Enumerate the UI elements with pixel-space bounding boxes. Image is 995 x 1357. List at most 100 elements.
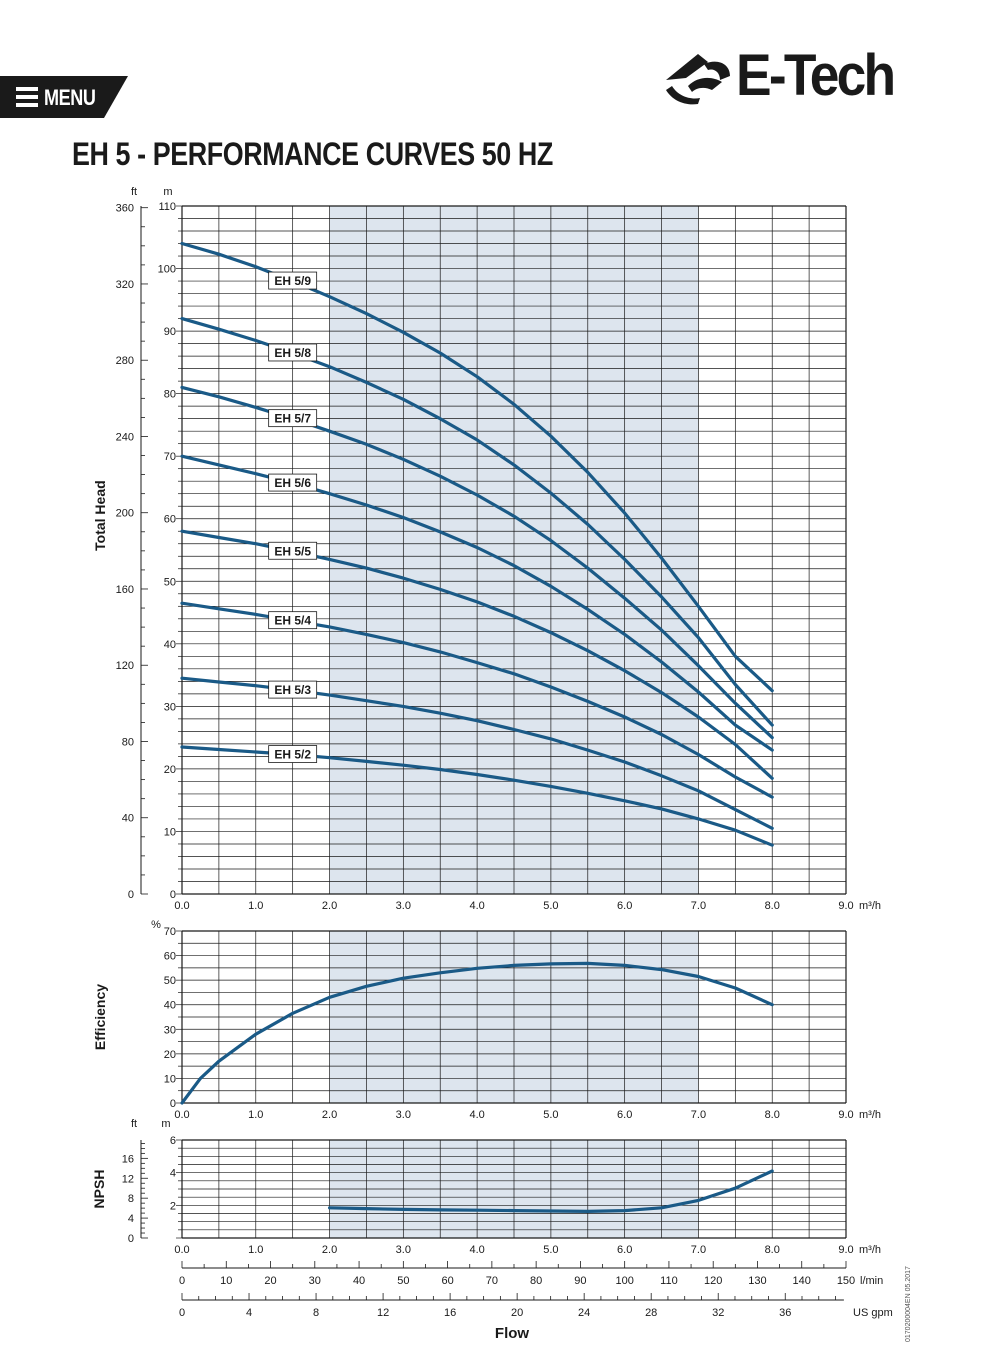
head-x-unit: m³/h	[859, 900, 881, 912]
npsh-ft-tick-label: 8	[128, 1193, 134, 1205]
npsh-y-axis-label: NPSH	[91, 1170, 107, 1209]
eff-tick-label: 30	[164, 1024, 176, 1036]
head-ft-tick-label: 80	[122, 736, 134, 748]
npsh-x-tick-label: 9.0	[838, 1244, 853, 1256]
head-x-tick-label: 0.0	[174, 900, 189, 912]
head-m-tick-label: 50	[164, 576, 176, 588]
head-m-tick-label: 100	[158, 264, 176, 276]
lmin-tick-label: 50	[397, 1275, 409, 1287]
efficiency-x-tick-label: 6.0	[617, 1109, 632, 1121]
head-x-tick-label: 9.0	[838, 900, 853, 912]
head-m-unit: m	[163, 186, 172, 198]
npsh-x-tick-label: 4.0	[469, 1244, 484, 1256]
npsh-x-tick-label: 0.0	[174, 1244, 189, 1256]
npsh-x-unit: m³/h	[859, 1244, 881, 1256]
series-label-box	[268, 343, 318, 362]
lmin-unit: l/min	[860, 1275, 883, 1287]
head-ft-tick-label: 160	[116, 584, 134, 596]
head-m-tick-label: 20	[164, 764, 176, 776]
lmin-tick-label: 100	[615, 1275, 633, 1287]
eff-tick-label: 50	[164, 975, 176, 987]
lmin-tick-label: 90	[574, 1275, 586, 1287]
npsh-ft-unit: ft	[131, 1118, 137, 1130]
lmin-tick-label: 130	[748, 1275, 766, 1287]
series-label-box	[268, 541, 318, 560]
menu-button[interactable]: MENU	[0, 76, 128, 118]
eff-tick-label: 40	[164, 1000, 176, 1012]
efficiency-x-tick-label: 8.0	[765, 1109, 780, 1121]
flow-x-axis-label: Flow	[495, 1325, 529, 1342]
head-ft-tick-label: 0	[128, 889, 134, 901]
series-label-box	[268, 473, 318, 492]
head-x-tick-label: 3.0	[396, 900, 411, 912]
head-ft-tick-label: 360	[116, 203, 134, 215]
head-x-tick-label: 6.0	[617, 900, 632, 912]
npsh-ft-tick-label: 16	[122, 1153, 134, 1165]
series-label-box	[268, 271, 318, 290]
lmin-tick-label: 60	[441, 1275, 453, 1287]
eff-tick-label: 10	[164, 1073, 176, 1085]
hamburger-icon	[16, 87, 38, 107]
npsh-x-tick-label: 1.0	[248, 1244, 263, 1256]
gpm-tick-label: 36	[779, 1307, 791, 1319]
curve-efficiency	[180, 961, 774, 1105]
head-x-tick-label: 2.0	[322, 900, 337, 912]
series-label: EH 5/7	[274, 412, 311, 426]
lmin-tick-label: 30	[309, 1275, 321, 1287]
menu-label: MENU	[44, 85, 96, 110]
series-label-box	[268, 611, 318, 630]
series-label: EH 5/6	[274, 476, 311, 490]
efficiency-x-tick-label: 4.0	[469, 1109, 484, 1121]
eff-tick-label: 0	[170, 1098, 176, 1110]
series-label: EH 5/3	[274, 683, 311, 697]
gpm-tick-label: 12	[377, 1307, 389, 1319]
head-m-tick-label: 10	[164, 826, 176, 838]
npsh-ft-tick-label: 4	[128, 1213, 134, 1225]
lmin-tick-label: 120	[704, 1275, 722, 1287]
head-m-tick-label: 40	[164, 639, 176, 651]
npsh-x-tick-label: 8.0	[765, 1244, 780, 1256]
eff-tick-label: 20	[164, 1049, 176, 1061]
gpm-tick-label: 16	[444, 1307, 456, 1319]
lmin-tick-label: 40	[353, 1275, 365, 1287]
head-x-tick-label: 1.0	[248, 900, 263, 912]
lmin-tick-label: 150	[837, 1275, 855, 1287]
npsh-m-unit: m	[161, 1118, 170, 1130]
page-title: EH 5 - PERFORMANCE CURVES 50 HZ	[72, 136, 553, 172]
head-ft-tick-label: 120	[116, 660, 134, 672]
npsh-ft-tick-label: 12	[122, 1173, 134, 1185]
head-x-tick-label: 8.0	[765, 900, 780, 912]
gpm-tick-label: 4	[246, 1307, 252, 1319]
eff-y-axis-label: Efficiency	[92, 984, 108, 1050]
npsh-m-tick-label: 4	[170, 1168, 176, 1180]
curve-npsh	[328, 1169, 774, 1214]
gpm-unit: US gpm	[853, 1307, 893, 1319]
head-ft-tick-label: 200	[116, 508, 134, 520]
series-label-box	[268, 745, 318, 763]
head-x-tick-label: 5.0	[543, 900, 558, 912]
lmin-tick-label: 20	[264, 1275, 276, 1287]
npsh-ft-tick-label: 0	[128, 1233, 134, 1245]
gpm-tick-label: 8	[313, 1307, 319, 1319]
efficiency-x-tick-label: 7.0	[691, 1109, 706, 1121]
series-label: EH 5/2	[274, 748, 311, 762]
lmin-tick-label: 140	[793, 1275, 811, 1287]
gpm-tick-label: 32	[712, 1307, 724, 1319]
series-label: EH 5/9	[274, 274, 311, 288]
etech-logo-icon	[666, 54, 730, 105]
eff-tick-label: 70	[164, 926, 176, 938]
efficiency-x-tick-label: 3.0	[396, 1109, 411, 1121]
lmin-tick-label: 0	[179, 1275, 185, 1287]
head-ft-tick-label: 280	[116, 355, 134, 367]
head-m-tick-label: 80	[164, 389, 176, 401]
head-ft-tick-label: 40	[122, 813, 134, 825]
npsh-x-tick-label: 3.0	[396, 1244, 411, 1256]
npsh-x-tick-label: 2.0	[322, 1244, 337, 1256]
series-label: EH 5/4	[274, 614, 311, 628]
npsh-m-tick-label: 6	[170, 1135, 176, 1147]
series-label: EH 5/5	[274, 544, 311, 558]
head-ft-tick-label: 240	[116, 431, 134, 443]
head-m-tick-label: 110	[158, 201, 176, 213]
efficiency-x-tick-label: 2.0	[322, 1109, 337, 1121]
